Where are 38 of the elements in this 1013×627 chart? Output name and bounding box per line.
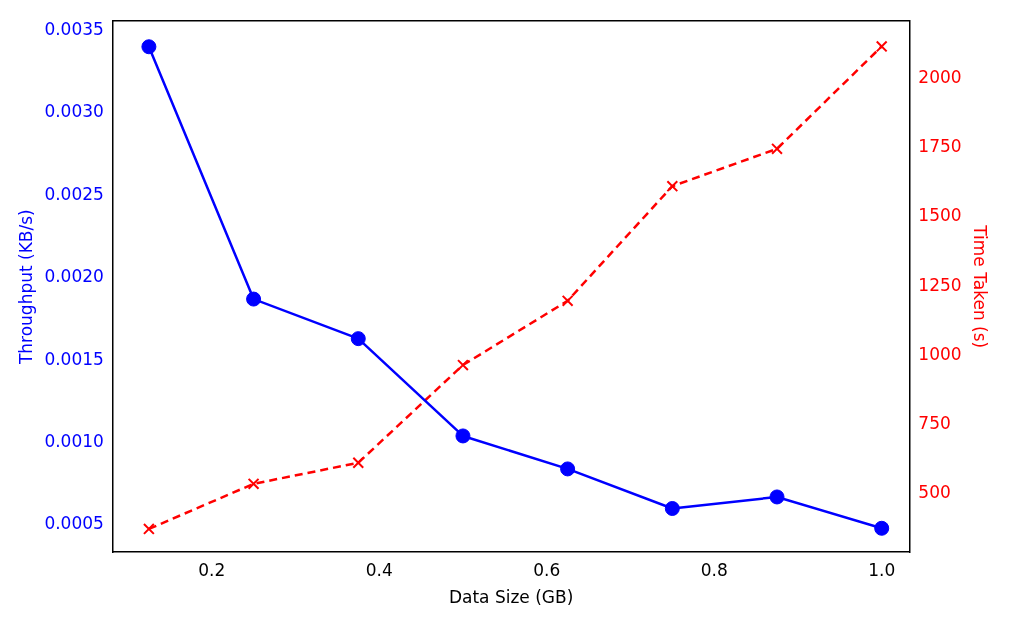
y-tick-label: 0.0035 bbox=[44, 18, 104, 39]
x-tick-label: 1.0 bbox=[868, 559, 896, 580]
x-axis-title: Data Size (GB) bbox=[448, 587, 574, 608]
point bbox=[874, 520, 890, 536]
y-tick-label: 0.0005 bbox=[44, 513, 104, 534]
point bbox=[769, 489, 785, 505]
x-tick-label: 0.2 bbox=[198, 559, 226, 580]
y2-tick-label: 1750 bbox=[918, 136, 962, 157]
y-tick-label: 0.0030 bbox=[44, 101, 104, 122]
point bbox=[561, 294, 574, 307]
y2-tick-label: 2000 bbox=[918, 66, 962, 87]
x-tick-label: 0.8 bbox=[700, 559, 728, 580]
point bbox=[664, 501, 680, 516]
point bbox=[666, 180, 679, 193]
y2-tick-label: 750 bbox=[918, 412, 951, 433]
y-tick-label: 0.0010 bbox=[44, 430, 104, 451]
point bbox=[455, 428, 471, 444]
point bbox=[875, 40, 888, 53]
y2-tick-label: 1500 bbox=[918, 205, 962, 226]
y2-tick-label: 1250 bbox=[918, 274, 962, 295]
x-tick-label: 0.6 bbox=[533, 559, 561, 580]
y-tick-label: 0.0015 bbox=[44, 348, 104, 369]
point bbox=[457, 359, 469, 371]
point bbox=[247, 477, 260, 490]
x-tick-label: 0.4 bbox=[365, 559, 393, 580]
y2-tick-label: 500 bbox=[918, 482, 951, 503]
point bbox=[560, 461, 576, 477]
point bbox=[352, 456, 365, 469]
point bbox=[771, 142, 783, 155]
y-tick-label: 0.0020 bbox=[44, 266, 104, 287]
y2-axis-title: Time Taken (s) bbox=[970, 224, 991, 349]
point bbox=[350, 331, 366, 347]
y2-tick-label: 1000 bbox=[918, 343, 962, 364]
point bbox=[141, 39, 157, 55]
point bbox=[142, 523, 155, 535]
y-axis-title: Throughput (KB/s) bbox=[15, 209, 36, 366]
point bbox=[246, 291, 262, 307]
y-tick-label: 0.0025 bbox=[44, 183, 104, 204]
